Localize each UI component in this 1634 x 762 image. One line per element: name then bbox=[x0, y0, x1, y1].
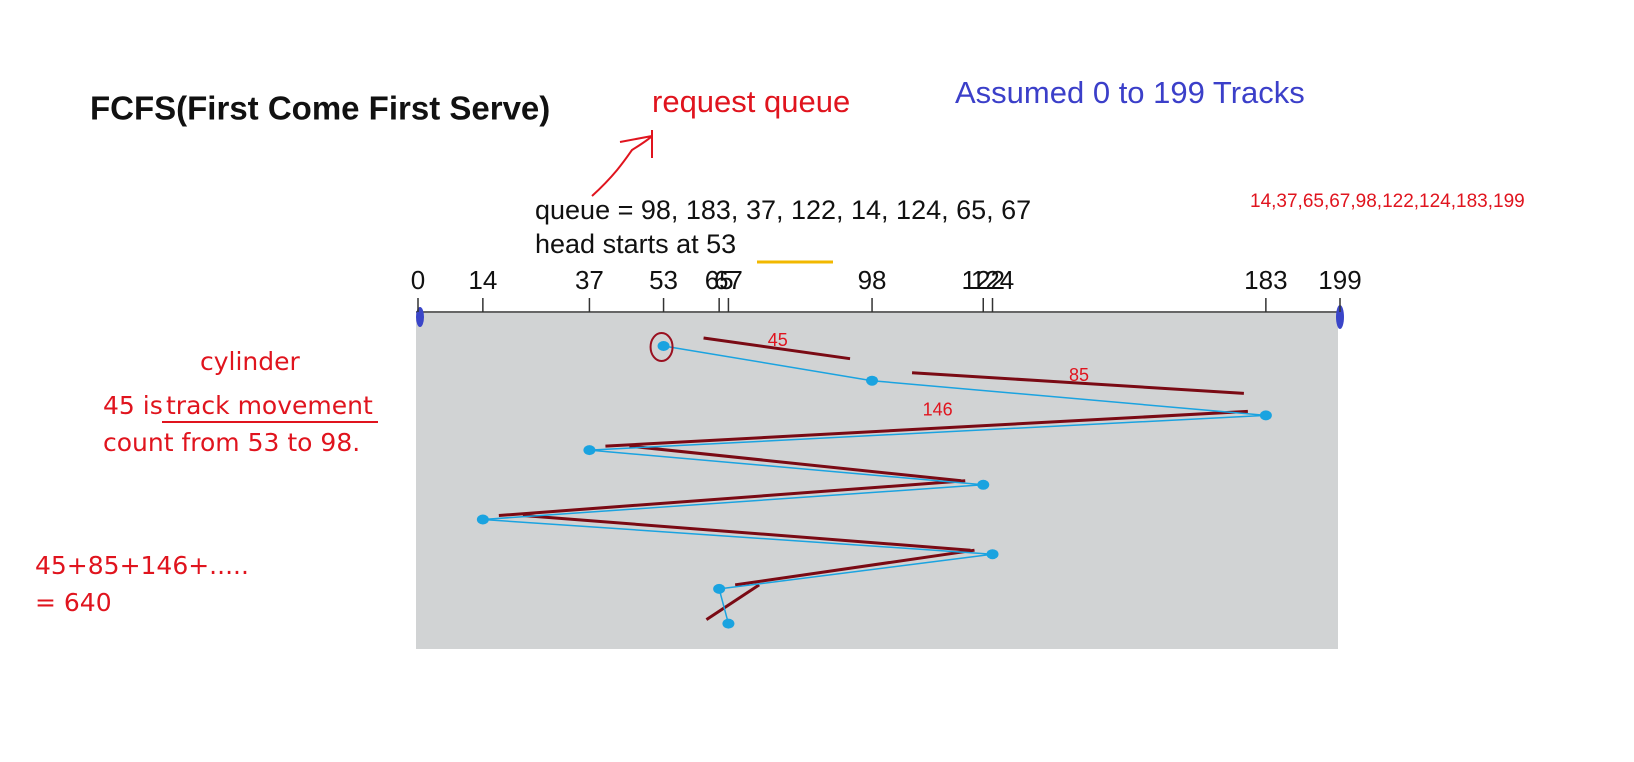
request-point bbox=[986, 549, 999, 560]
tick-label: 53 bbox=[649, 265, 678, 295]
tick-label: 14 bbox=[468, 265, 497, 295]
track-area bbox=[416, 313, 1338, 649]
request-point bbox=[977, 479, 990, 490]
movement-label: 146 bbox=[923, 400, 953, 420]
tick-label: 65 bbox=[705, 265, 734, 295]
movement-label: 85 bbox=[1069, 365, 1089, 385]
request-point bbox=[866, 375, 879, 386]
request-point bbox=[657, 341, 670, 351]
tick-label: 67 bbox=[714, 265, 743, 295]
axis-end-marker bbox=[1336, 305, 1344, 329]
hand-arrow bbox=[705, 583, 760, 621]
axis-end-marker bbox=[416, 307, 424, 327]
hand-arrow bbox=[522, 514, 971, 552]
hand-arrow bbox=[703, 336, 851, 361]
hand-arrow bbox=[629, 444, 962, 483]
total-note: = 640 bbox=[35, 588, 112, 617]
request-queue-label: request queue bbox=[652, 84, 850, 119]
assumption: Assumed 0 to 199 Tracks bbox=[955, 75, 1305, 110]
hand-arrow bbox=[605, 409, 1248, 448]
head-circle bbox=[649, 332, 674, 362]
request-point bbox=[583, 445, 596, 456]
hand-arrow bbox=[734, 548, 975, 587]
request-point bbox=[713, 583, 726, 594]
request-point bbox=[1259, 410, 1272, 421]
sum-note: 45+85+146+..... bbox=[35, 551, 249, 580]
note-line: 45 is bbox=[103, 391, 163, 420]
title: FCFS(First Come First Serve) bbox=[90, 90, 550, 127]
tick-label: 37 bbox=[575, 265, 604, 295]
note-underlined: track movement bbox=[166, 391, 373, 420]
movement-label: 45 bbox=[768, 330, 788, 350]
tick-label: 183 bbox=[1244, 265, 1287, 295]
tick-label: 0 bbox=[411, 265, 425, 295]
note-line: count from 53 to 98. bbox=[103, 428, 360, 457]
cylinder-note: cylinder bbox=[200, 347, 301, 376]
request-point bbox=[722, 618, 735, 629]
hand-arrow bbox=[498, 479, 966, 517]
tick-label: 122 bbox=[962, 265, 1005, 295]
tick-label: 124 bbox=[971, 265, 1014, 295]
tick-label: 199 bbox=[1318, 265, 1361, 295]
tick-label: 98 bbox=[858, 265, 887, 295]
request-point bbox=[476, 514, 489, 525]
queue-text: queue = 98, 183, 37, 122, 14, 124, 65, 6… bbox=[535, 195, 1031, 225]
sorted-queue: 14,37,65,67,98,122,124,183,199 bbox=[1250, 191, 1525, 212]
hand-arrow bbox=[911, 371, 1244, 395]
head-text: head starts at 53 bbox=[535, 229, 736, 259]
hand-arrow bbox=[591, 130, 653, 197]
